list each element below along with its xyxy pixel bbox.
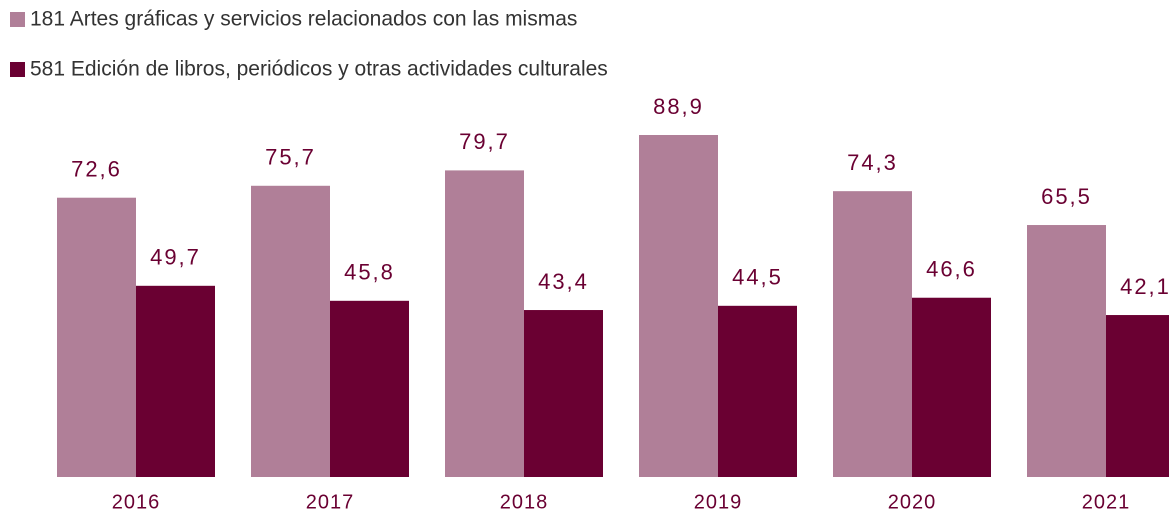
x-tick-label: 2017 — [306, 491, 355, 513]
x-tick-label: 2021 — [1082, 491, 1131, 513]
value-label: 42,1 — [1120, 274, 1169, 299]
bar — [524, 310, 603, 477]
value-label: 46,6 — [926, 257, 977, 282]
bar — [251, 185, 330, 477]
legend-swatch — [10, 62, 25, 77]
x-tick-label: 2020 — [888, 491, 937, 513]
x-tick-label: 2019 — [694, 491, 743, 513]
bar — [136, 285, 215, 477]
x-tick-label: 2016 — [112, 491, 161, 513]
value-label: 88,9 — [653, 94, 704, 119]
value-label: 79,7 — [459, 129, 510, 154]
bar — [330, 300, 409, 477]
bar — [1027, 225, 1106, 477]
value-label: 75,7 — [265, 145, 316, 170]
legend-label: 181 Artes gráficas y servicios relaciona… — [30, 8, 577, 31]
value-label: 65,5 — [1041, 184, 1092, 209]
value-label: 43,4 — [538, 269, 589, 294]
bar — [912, 297, 991, 477]
x-tick-label: 2018 — [500, 491, 549, 513]
value-label: 44,5 — [732, 265, 783, 290]
legend-label: 581 Edición de libros, periódicos y otra… — [30, 58, 608, 81]
value-label: 74,3 — [847, 150, 898, 175]
bar — [718, 305, 797, 477]
bar — [639, 135, 718, 477]
value-label: 49,7 — [150, 245, 201, 270]
value-label: 45,8 — [344, 260, 395, 285]
value-label: 72,6 — [71, 157, 122, 182]
bar — [1106, 315, 1169, 477]
bar — [833, 191, 912, 477]
legend-swatch — [10, 12, 25, 27]
bar — [57, 197, 136, 477]
bar — [445, 170, 524, 477]
